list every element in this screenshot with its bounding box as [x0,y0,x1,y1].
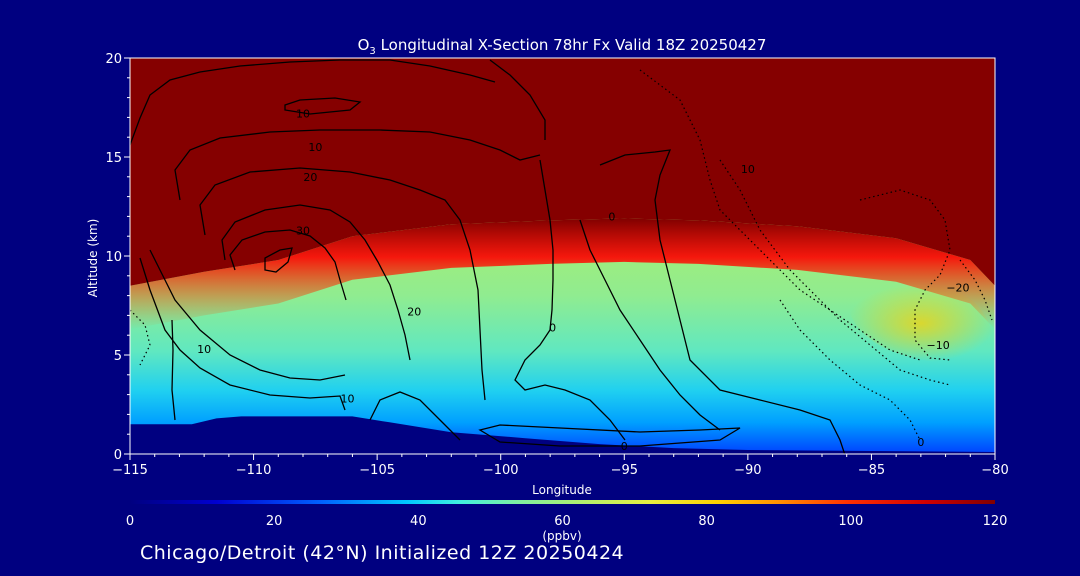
x-tick-label: −105 [359,463,395,478]
chart-title: O3 Longitudinal X-Section 78hr Fx Valid … [358,36,767,57]
colorbar-tick-label: 100 [838,514,863,529]
x-tick-label: −85 [858,463,885,478]
x-tick-label: −110 [236,463,272,478]
colorbar-tick-label: 40 [410,514,427,529]
colorbar-label: (ppbv) [542,529,581,543]
y-tick-label: 5 [114,349,122,364]
contour-label: 10 [308,141,322,154]
colorbar-ticks: 0 20 40 60 80 100 120 [126,514,1008,529]
colorbar-tick-label: 120 [983,514,1008,529]
contour-label: 10 [296,107,310,120]
x-tick-label: −95 [611,463,638,478]
contour-label: 10 [197,343,211,356]
x-tick-label: −90 [734,463,761,478]
x-tick-label: −80 [981,463,1008,478]
colorbar-tick-label: 0 [126,514,134,529]
x-tick-label: −100 [483,463,519,478]
colorbar-tick-label: 80 [698,514,715,529]
contour-label: 0 [608,210,615,223]
y-tick-label: 0 [114,448,122,463]
contour-label: 0 [549,321,556,334]
contour-label: −10 [927,339,950,352]
contour-label: 20 [303,171,317,184]
contour-label: 0 [621,440,628,453]
contour-label: 30 [296,224,310,237]
contour-label: 10 [340,393,354,406]
contour-label: 20 [407,305,421,318]
y-tick-label: 10 [105,250,122,265]
y-axis: 0 5 10 15 20 [105,52,130,463]
y-axis-label: Altitude (km) [86,219,100,298]
x-axis-label: Longitude [532,483,592,497]
y-tick-label: 20 [105,52,122,67]
contour-label: 10 [741,163,755,176]
colorbar-tick-label: 60 [554,514,571,529]
x-tick-label: −115 [112,463,148,478]
plot-area: 10 10 20 30 20 10 10 0 0 0 10 −20 −10 0 [130,58,995,455]
contour-label: 0 [917,436,924,449]
contour-label: −20 [946,282,969,295]
footer-caption: Chicago/Detroit (42°N) Initialized 12Z 2… [140,542,624,564]
y-tick-label: 15 [105,151,122,166]
colorbar-tick-label: 20 [266,514,283,529]
x-axis: −115 −110 −105 −100 −95 −90 −85 −80 [112,454,1009,478]
colorbar [130,500,995,504]
